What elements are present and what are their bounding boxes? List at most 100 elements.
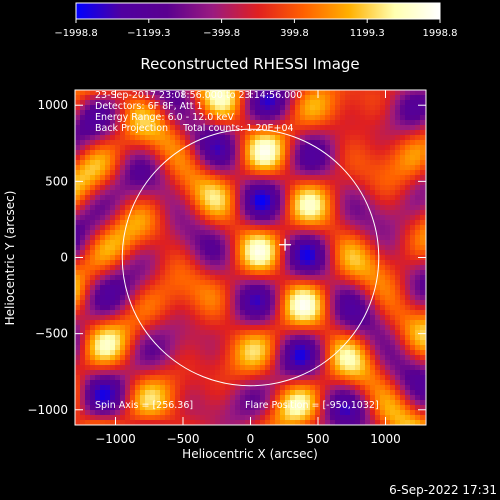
heatmap-cell bbox=[200, 385, 206, 391]
heatmap-cell bbox=[300, 245, 306, 251]
heatmap-cell bbox=[320, 365, 326, 371]
heatmap-cell bbox=[230, 120, 236, 126]
heatmap-cell bbox=[160, 120, 166, 126]
heatmap-cell bbox=[120, 110, 126, 116]
heatmap-cell bbox=[250, 325, 256, 331]
heatmap-cell bbox=[370, 135, 376, 141]
heatmap-cell bbox=[420, 195, 426, 201]
heatmap-cell bbox=[270, 370, 276, 376]
heatmap-cell bbox=[210, 265, 216, 271]
heatmap-cell bbox=[225, 260, 231, 266]
heatmap-cell bbox=[160, 110, 166, 116]
heatmap-cell bbox=[295, 245, 301, 251]
heatmap-cell bbox=[135, 340, 141, 346]
heatmap-cell bbox=[90, 405, 96, 411]
heatmap-cell bbox=[260, 175, 266, 181]
heatmap-cell bbox=[345, 360, 351, 366]
heatmap-cell bbox=[75, 260, 81, 266]
heatmap-cell bbox=[240, 115, 246, 121]
heatmap-cell bbox=[360, 215, 366, 221]
heatmap-cell bbox=[135, 265, 141, 271]
heatmap-cell bbox=[345, 100, 351, 106]
heatmap-cell bbox=[170, 380, 176, 386]
heatmap-cell bbox=[350, 325, 356, 331]
heatmap-cell bbox=[330, 400, 336, 406]
heatmap-cell bbox=[110, 380, 116, 386]
heatmap-cell bbox=[180, 250, 186, 256]
heatmap-cell bbox=[390, 375, 396, 381]
heatmap-cell bbox=[275, 220, 281, 226]
heatmap-cell bbox=[420, 335, 426, 341]
heatmap-cell bbox=[280, 100, 286, 106]
heatmap-cell bbox=[205, 100, 211, 106]
heatmap-cell bbox=[130, 150, 136, 156]
heatmap-cell bbox=[385, 315, 391, 321]
heatmap-cell bbox=[155, 260, 161, 266]
heatmap-cell bbox=[285, 165, 291, 171]
heatmap-cell bbox=[295, 375, 301, 381]
heatmap-cell bbox=[170, 220, 176, 226]
heatmap-cell bbox=[95, 235, 101, 241]
heatmap-cell bbox=[400, 140, 406, 146]
heatmap-cell bbox=[290, 115, 296, 121]
heatmap-cell bbox=[130, 210, 136, 216]
heatmap-cell bbox=[230, 410, 236, 416]
heatmap-cell bbox=[155, 255, 161, 261]
heatmap-cell bbox=[190, 400, 196, 406]
heatmap-cell bbox=[100, 330, 106, 336]
heatmap-cell bbox=[390, 390, 396, 396]
heatmap-cell bbox=[240, 370, 246, 376]
heatmap-cell bbox=[400, 185, 406, 191]
heatmap-cell bbox=[340, 130, 346, 136]
heatmap-cell bbox=[415, 125, 421, 131]
heatmap-cell bbox=[155, 355, 161, 361]
heatmap-cell bbox=[345, 115, 351, 121]
heatmap-cell bbox=[350, 320, 356, 326]
heatmap-cell bbox=[385, 210, 391, 216]
heatmap-cell bbox=[95, 240, 101, 246]
heatmap-cell bbox=[135, 370, 141, 376]
heatmap-cell bbox=[350, 95, 356, 101]
heatmap-cell bbox=[390, 320, 396, 326]
heatmap-cell bbox=[250, 320, 256, 326]
heatmap-cell bbox=[315, 240, 321, 246]
heatmap-cell bbox=[330, 290, 336, 296]
heatmap-cell bbox=[280, 175, 286, 181]
heatmap-cell bbox=[350, 175, 356, 181]
heatmap-cell bbox=[230, 250, 236, 256]
heatmap-cell bbox=[400, 145, 406, 151]
heatmap-cell bbox=[215, 340, 221, 346]
heatmap-cell bbox=[325, 245, 331, 251]
heatmap-cell bbox=[75, 200, 81, 206]
heatmap-cell bbox=[85, 330, 91, 336]
heatmap-cell bbox=[195, 235, 201, 241]
heatmap-cell bbox=[105, 185, 111, 191]
heatmap-cell bbox=[365, 335, 371, 341]
heatmap-cell bbox=[125, 120, 131, 126]
heatmap-cell bbox=[85, 290, 91, 296]
heatmap-cell bbox=[290, 305, 296, 311]
heatmap-cell bbox=[340, 170, 346, 176]
heatmap-cell bbox=[130, 230, 136, 236]
heatmap-cell bbox=[420, 110, 426, 116]
heatmap-cell bbox=[290, 400, 296, 406]
heatmap-cell bbox=[405, 415, 411, 421]
heatmap-cell bbox=[365, 320, 371, 326]
heatmap-cell bbox=[345, 350, 351, 356]
heatmap-cell bbox=[100, 245, 106, 251]
heatmap-cell bbox=[180, 150, 186, 156]
heatmap-cell bbox=[395, 200, 401, 206]
heatmap-cell bbox=[390, 135, 396, 141]
heatmap-cell bbox=[270, 120, 276, 126]
heatmap-cell bbox=[400, 390, 406, 396]
heatmap-cell bbox=[365, 240, 371, 246]
heatmap-cell bbox=[150, 100, 156, 106]
heatmap-cell bbox=[195, 400, 201, 406]
heatmap-cell bbox=[135, 115, 141, 121]
heatmap-cell bbox=[360, 400, 366, 406]
heatmap-cell bbox=[395, 235, 401, 241]
heatmap-cell bbox=[160, 335, 166, 341]
heatmap-cell bbox=[420, 315, 426, 321]
heatmap-cell bbox=[375, 115, 381, 121]
heatmap-cell bbox=[345, 380, 351, 386]
